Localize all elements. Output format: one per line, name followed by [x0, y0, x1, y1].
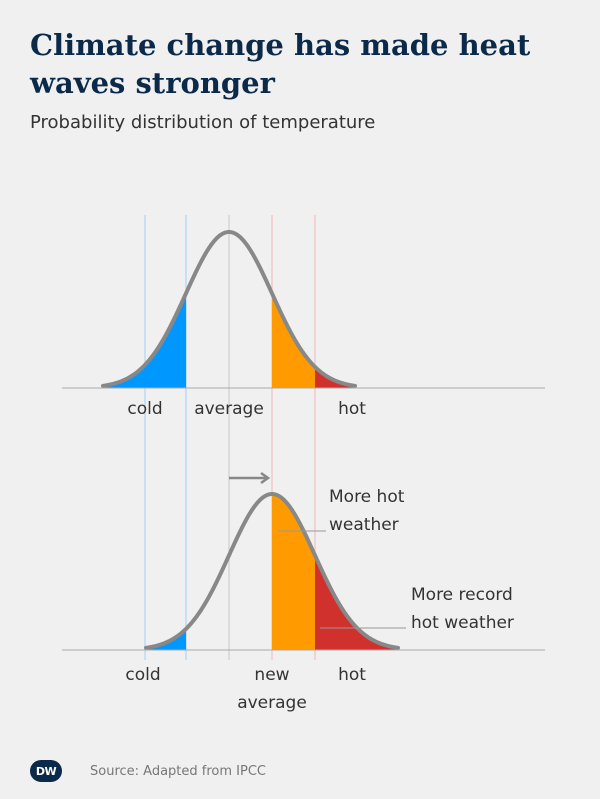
new-average-label-1: new: [254, 665, 289, 685]
shifted-distribution: [144, 491, 400, 650]
top-curve: [101, 229, 357, 388]
dw-logo: DW: [30, 760, 62, 782]
top-cold-region: [103, 293, 186, 388]
bottom-curve: [144, 491, 400, 650]
source-note: Source: Adapted from IPCC: [90, 763, 266, 779]
more-hot-label-2: weather: [329, 515, 399, 535]
bottom-hot-region: [272, 494, 315, 650]
top-average-label: average: [194, 399, 264, 419]
subtitle: Probability distribution of temperature: [30, 112, 376, 133]
shift-arrow: [229, 471, 271, 485]
bottom-hot-label: hot: [338, 665, 366, 685]
record-label-1: More record: [411, 585, 513, 605]
more-hot-label-1: More hot: [329, 487, 405, 507]
original-distribution: [101, 229, 357, 388]
record-label-2: hot weather: [411, 613, 514, 633]
bottom-cold-label: cold: [125, 665, 160, 685]
top-record-hot-region: [315, 366, 355, 388]
bottom-record-hot-region: [315, 555, 398, 650]
top-cold-label: cold: [127, 399, 162, 419]
bottom-cold-region: [146, 628, 186, 650]
footer: DW Source: Adapted from IPCC: [30, 760, 266, 782]
page-title: Climate change has made heat waves stron…: [30, 28, 531, 100]
top-hot-label: hot: [338, 399, 366, 419]
new-average-label-2: average: [237, 693, 307, 713]
